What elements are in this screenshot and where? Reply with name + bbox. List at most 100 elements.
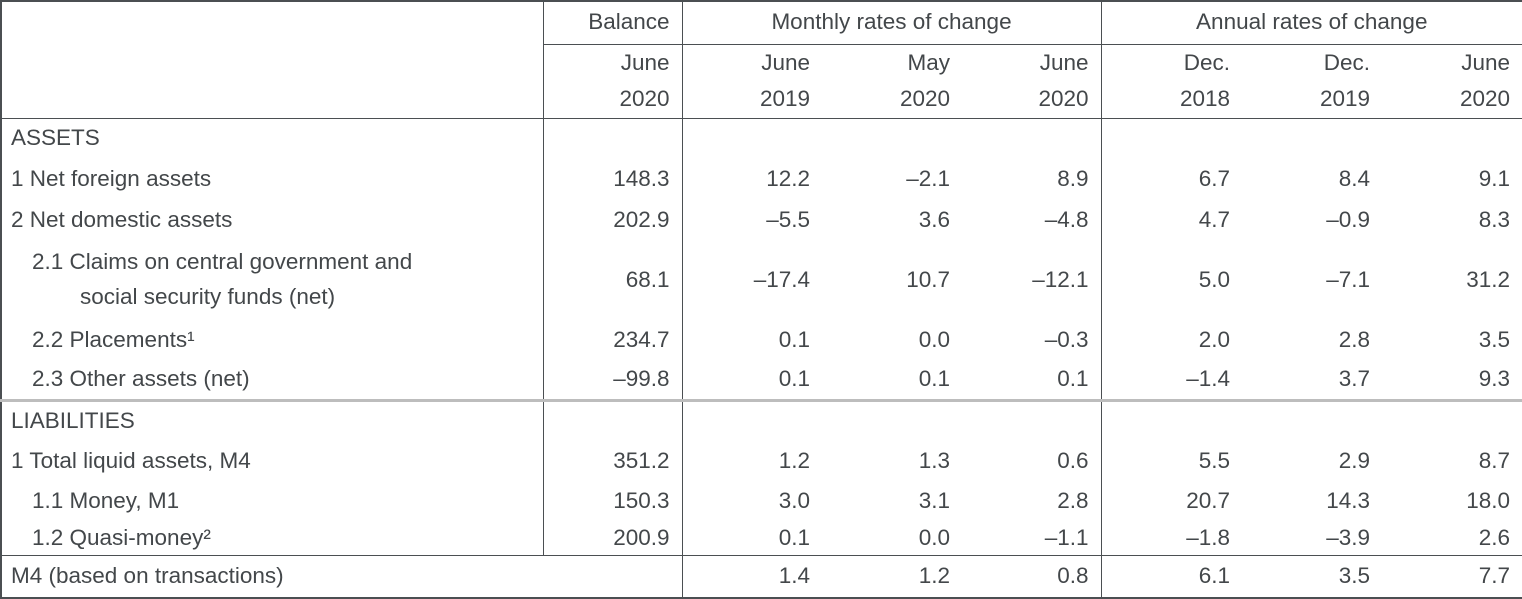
- corner-cell: [1, 1, 543, 119]
- value-cell: 0.6: [1057, 448, 1089, 473]
- row-label: 2.2 Placements¹: [32, 327, 195, 352]
- value-cell: 6.7: [1100, 158, 1243, 199]
- empty-cell: [542, 118, 682, 158]
- value-cell: 12.2: [681, 158, 822, 199]
- section-row-assets: ASSETS: [1, 118, 1522, 158]
- value-cell: 8.7: [1478, 448, 1511, 473]
- value-cell: 3.5: [1242, 554, 1383, 598]
- value-cell: 3.1: [918, 488, 950, 513]
- value-cell: 150.3: [542, 481, 682, 521]
- value-cell: 8.9: [1057, 165, 1089, 191]
- value-cell: 14.3: [1326, 488, 1371, 513]
- period-header-annual-3: June 2020: [1382, 44, 1522, 119]
- period-header-monthly-2: May 2020: [822, 44, 962, 119]
- value-cell: 0.1: [918, 366, 950, 392]
- value-cell: –12.1: [1032, 267, 1089, 292]
- value-cell: 234.7: [542, 320, 682, 360]
- period-header-balance: June 2020: [542, 44, 682, 119]
- empty-cell: [962, 398, 1102, 441]
- value-cell: 2.9: [1338, 448, 1371, 473]
- value-cell: 0.1: [681, 521, 822, 555]
- value-cell: 202.9: [542, 199, 682, 240]
- value-cell: 10.7: [906, 267, 950, 292]
- header-period-row: June 2020 June 2019 May 2020 June 2020 D…: [1, 44, 1522, 119]
- value-cell: 0.1: [681, 360, 822, 400]
- value-cell: –0.9: [1326, 206, 1371, 232]
- value-cell: 0.1: [681, 320, 822, 360]
- empty-cell: [1242, 398, 1383, 441]
- row-label: 2.3 Other assets (net): [32, 366, 250, 392]
- table-row-total-liquid-assets: 1 Total liquid assets, M4 351.2 1.2 1.3 …: [1, 441, 1522, 481]
- row-label: 1.1 Money, M1: [32, 488, 180, 513]
- row-label: 1 Net foreign assets: [11, 165, 212, 191]
- value-cell: 3.7: [1338, 366, 1371, 392]
- value-cell: 7.7: [1382, 554, 1522, 598]
- header-group-row: Balance Monthly rates of change Annual r…: [1, 1, 1522, 119]
- value-cell: 20.7: [1100, 481, 1243, 521]
- value-cell: 3.5: [1478, 327, 1511, 352]
- value-cell: 2.0: [1100, 320, 1243, 360]
- value-cell: 0.0: [918, 524, 950, 550]
- value-cell: –4.8: [1044, 206, 1089, 232]
- value-cell: 31.2: [1466, 267, 1511, 292]
- table-row-net-domestic-assets: 2 Net domestic assets 202.9 –5.5 3.6 –4.…: [1, 199, 1522, 240]
- value-cell: 3.0: [681, 481, 822, 521]
- table-row-claims-central-government: 2.1 Claims on central government and soc…: [1, 240, 1522, 320]
- period-header-annual-1: Dec. 2018: [1100, 44, 1243, 119]
- value-cell: –17.4: [681, 240, 822, 320]
- value-cell: 351.2: [542, 441, 682, 481]
- value-cell: –7.1: [1326, 267, 1371, 292]
- row-label: 2 Net domestic assets: [11, 206, 233, 232]
- value-cell: 1.2: [681, 441, 822, 481]
- row-label: 1.2 Quasi-money²: [32, 524, 211, 550]
- period-header-annual-2: Dec. 2019: [1242, 44, 1383, 119]
- empty-cell: [1382, 398, 1522, 441]
- value-cell: 0.1: [1057, 366, 1089, 392]
- empty-cell: [1382, 118, 1522, 158]
- monthly-rates-group-header: Monthly rates of change: [681, 1, 1102, 45]
- table-row-net-foreign-assets: 1 Net foreign assets 148.3 12.2 –2.1 8.9…: [1, 158, 1522, 199]
- value-cell: –5.5: [681, 199, 822, 240]
- empty-cell: [1242, 118, 1382, 158]
- row-label: 1 Total liquid assets, M4: [11, 448, 251, 473]
- value-cell: –99.8: [542, 360, 682, 400]
- value-cell: 4.7: [1100, 199, 1243, 240]
- balance-column-header: Balance: [542, 1, 682, 45]
- value-cell: –0.3: [1044, 327, 1089, 352]
- value-cell: –2.1: [906, 165, 950, 191]
- empty-cell: [1100, 398, 1243, 441]
- value-cell: 0.8: [962, 554, 1102, 598]
- value-cell: 0.0: [918, 327, 950, 352]
- empty-cell: [542, 398, 682, 441]
- value-cell: 9.3: [1478, 366, 1511, 392]
- value-cell: 200.9: [542, 521, 682, 555]
- empty-cell: [822, 398, 962, 441]
- value-cell: 18.0: [1466, 488, 1511, 513]
- value-cell: 2.6: [1478, 524, 1511, 550]
- value-cell: 1.4: [681, 554, 822, 598]
- empty-cell: [1100, 118, 1243, 158]
- value-cell: 5.5: [1100, 441, 1243, 481]
- value-cell: –1.4: [1100, 360, 1243, 400]
- period-header-monthly-1: June 2019: [681, 44, 822, 119]
- value-cell: 3.6: [918, 206, 950, 232]
- value-cell: –1.8: [1100, 521, 1243, 555]
- row-label: 2.1 Claims on central government and soc…: [32, 249, 413, 309]
- value-cell: 2.8: [1338, 327, 1371, 352]
- value-cell: 1.3: [918, 448, 950, 473]
- table-row-placements: 2.2 Placements¹ 234.7 0.1 0.0 –0.3 2.0 2…: [1, 320, 1522, 360]
- value-cell: 148.3: [542, 158, 682, 199]
- section-label: LIABILITIES: [1, 398, 543, 441]
- value-cell: 1.2: [822, 554, 962, 598]
- value-cell: –1.1: [1044, 524, 1089, 550]
- period-header-monthly-3: June 2020: [962, 44, 1102, 119]
- empty-cell: [681, 398, 822, 441]
- table-row-other-assets: 2.3 Other assets (net) –99.8 0.1 0.1 0.1…: [1, 360, 1522, 400]
- section-row-liabilities: LIABILITIES: [1, 398, 1522, 441]
- value-cell: 8.4: [1338, 165, 1371, 191]
- empty-cell: [822, 118, 962, 158]
- table-row-quasi-money: 1.2 Quasi-money² 200.9 0.1 0.0 –1.1 –1.8…: [1, 521, 1522, 555]
- value-cell: 68.1: [542, 240, 682, 320]
